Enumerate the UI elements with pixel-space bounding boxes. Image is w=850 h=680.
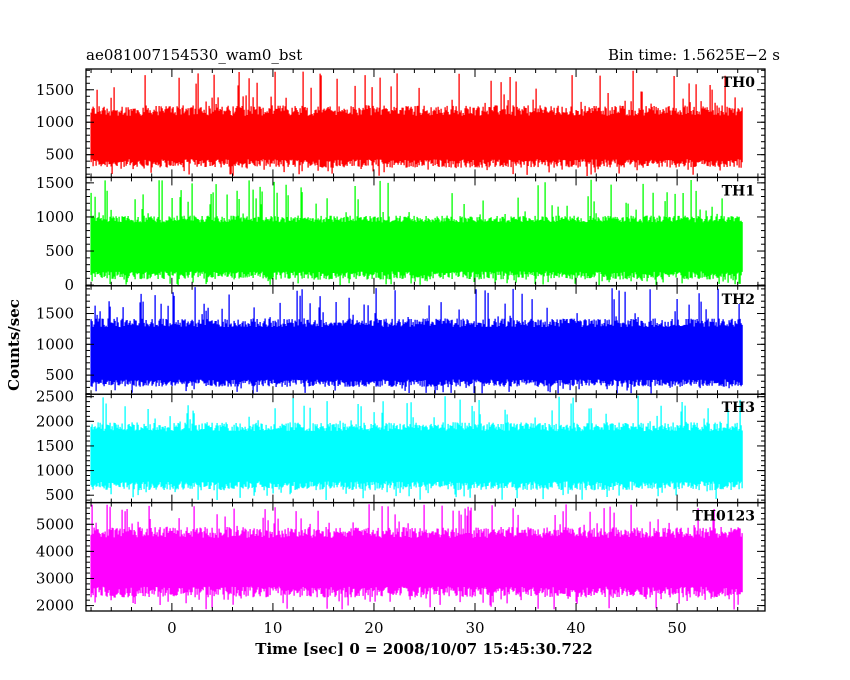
y-tick-label: 2000 bbox=[36, 597, 74, 615]
x-tick-label: 40 bbox=[567, 619, 586, 637]
panel-th3: 500 1000 1500 2000 2500 TH3 bbox=[36, 388, 766, 504]
x-axis-title: Time [sec] 0 = 2008/10/07 15:45:30.722 bbox=[255, 640, 592, 658]
panel-label: TH1 bbox=[722, 183, 755, 199]
series-th2 bbox=[90, 287, 743, 394]
y-tick-label: 1500 bbox=[36, 437, 74, 455]
y-tick-label: 5000 bbox=[36, 515, 74, 533]
y-axis-title: Counts/sec bbox=[5, 299, 23, 391]
y-tick-label: 1000 bbox=[36, 335, 74, 353]
x-tick-label: 10 bbox=[263, 619, 282, 637]
panel-label: TH0 bbox=[722, 75, 756, 91]
series-th3 bbox=[90, 395, 743, 500]
series-th0123 bbox=[90, 504, 743, 610]
panel-th0123: 2000 3000 4000 5000 TH0123 bbox=[36, 501, 766, 615]
y-tick-label: 1500 bbox=[36, 81, 74, 99]
panel-th1: 0 500 1000 1500 TH1 bbox=[36, 174, 766, 294]
panels-group: 500 1000 1500 TH0 0 500 1000 1500 TH1 500 1000 1500… bbox=[36, 68, 766, 615]
x-axis: 0 10 20 30 40 50 bbox=[167, 619, 687, 637]
x-tick-label: 50 bbox=[668, 619, 687, 637]
y-tick-label: 500 bbox=[45, 486, 74, 504]
panel-label: TH0123 bbox=[692, 509, 755, 525]
x-tick-label: 0 bbox=[167, 619, 177, 637]
y-tick-label: 4000 bbox=[36, 542, 74, 560]
bin-time-label: Bin time: 1.5625E−2 s bbox=[608, 46, 780, 64]
series-th0 bbox=[90, 70, 743, 176]
y-tick-label: 0 bbox=[64, 276, 74, 294]
panel-th0: 500 1000 1500 TH0 bbox=[36, 68, 766, 179]
y-tick-label: 2500 bbox=[36, 388, 74, 406]
y-tick-label: 1500 bbox=[36, 305, 74, 323]
x-tick-label: 20 bbox=[364, 619, 383, 637]
y-tick-label: 500 bbox=[45, 242, 74, 260]
y-tick-label: 1000 bbox=[36, 113, 74, 131]
y-tick-label: 3000 bbox=[36, 569, 74, 587]
y-tick-label: 500 bbox=[45, 366, 74, 384]
y-tick-label: 2000 bbox=[36, 412, 74, 430]
x-tick-label: 30 bbox=[465, 619, 484, 637]
series-th1 bbox=[90, 179, 743, 286]
y-tick-label: 500 bbox=[45, 146, 74, 164]
panel-label: TH2 bbox=[722, 292, 755, 308]
y-tick-label: 1000 bbox=[36, 208, 74, 226]
y-tick-label: 1000 bbox=[36, 462, 74, 480]
chart-title: ae081007154530_wam0_bst bbox=[86, 46, 302, 64]
panel-th2: 500 1000 1500 TH2 bbox=[36, 285, 766, 395]
panel-label: TH3 bbox=[722, 400, 755, 416]
y-tick-label: 1500 bbox=[36, 174, 74, 192]
